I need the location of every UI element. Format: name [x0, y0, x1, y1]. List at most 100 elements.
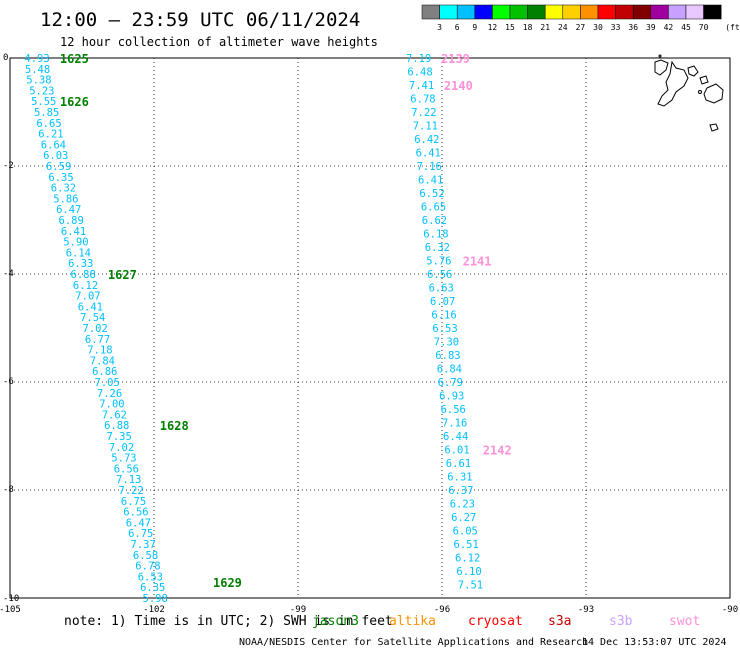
- swh-data-label: 5.85: [34, 107, 59, 119]
- pass-number-label: 2139: [441, 52, 470, 66]
- swh-data-label: 7.84: [90, 355, 115, 367]
- y-tick-label: -2: [3, 161, 14, 171]
- satellite-name-cryosat: cryosat: [468, 614, 523, 629]
- swh-data-label: 6.31: [447, 472, 472, 484]
- swh-data-label: 6.47: [126, 517, 151, 529]
- swh-data-label: 6.12: [73, 280, 98, 292]
- legend-tick-label: 42: [664, 23, 674, 32]
- swh-data-label: 6.18: [423, 229, 448, 241]
- chart-subtitle: 12 hour collection of altimeter wave hei…: [60, 35, 378, 49]
- swh-data-label: 7.00: [99, 399, 124, 411]
- swh-data-label: 5.90: [63, 237, 88, 249]
- chart-title: 12:00 – 23:59 UTC 06/11/2024: [40, 9, 360, 31]
- footer-credit: NOAA/NESDIS Center for Satellite Applica…: [239, 637, 588, 648]
- note-text: note: 1) Time is in UTC; 2) SWH is in fe…: [64, 614, 393, 629]
- legend-color-swatch: [580, 4, 599, 20]
- legend-tick-label: 15: [505, 23, 515, 32]
- swh-data-label: 5.76: [426, 256, 451, 268]
- swh-data-label: 7.51: [458, 580, 483, 592]
- swh-data-label: 6.41: [61, 226, 86, 238]
- galapagos-coastline: [654, 54, 724, 132]
- swh-data-label: 6.56: [441, 404, 466, 416]
- x-tick-label: -96: [434, 605, 450, 615]
- swh-data-label: 6.53: [138, 571, 163, 583]
- swh-data-label: 5.86: [53, 193, 78, 205]
- swh-data-label: 7.07: [75, 291, 100, 303]
- legend-unit-label: (ft): [725, 23, 740, 32]
- swh-data-label: 7.30: [434, 337, 459, 349]
- swh-data-label: 6.56: [123, 507, 148, 519]
- swh-data-label: 6.01: [444, 445, 469, 457]
- swh-data-label: 7.22: [119, 485, 144, 497]
- swh-data-label: 7.11: [413, 121, 438, 133]
- pass-number-label: 1625: [60, 52, 89, 66]
- swh-data-points: 4.935.485.385.235.555.856.656.216.646.03…: [24, 53, 483, 605]
- swh-data-label: 6.42: [414, 134, 439, 146]
- swh-data-label: 6.47: [56, 204, 81, 216]
- swh-data-label: 6.88: [71, 269, 96, 281]
- grid-lines: [10, 58, 730, 598]
- swh-data-label: 7.02: [109, 442, 134, 454]
- legend-color-swatch: [632, 4, 652, 20]
- legend-color-swatch: [456, 4, 476, 20]
- x-tick-label: -90: [722, 605, 738, 615]
- pass-number-labels: 1625 1626 1627 1628 1629 2139 2140 2141 2142: [60, 52, 512, 590]
- legend-tick-label: 45: [681, 23, 691, 32]
- pass-number-label: 2140: [444, 79, 473, 93]
- legend-color-swatch: [544, 4, 564, 20]
- legend-tick-label: 33: [611, 23, 621, 32]
- swh-data-label: 6.93: [439, 391, 464, 403]
- plot-frame: [9, 57, 731, 599]
- x-tick-label: -93: [578, 605, 594, 615]
- legend-tick-label: 9: [472, 23, 477, 32]
- satellite-legend: jason3 altika cryosat s3a s3b swot: [312, 614, 700, 629]
- swh-data-label: 6.79: [438, 377, 463, 389]
- swh-data-label: 6.33: [68, 258, 93, 270]
- swh-data-label: 7.22: [411, 107, 436, 119]
- swh-data-label: 6.14: [66, 247, 91, 259]
- swh-data-label: 6.65: [421, 202, 446, 214]
- legend-tick-label: 39: [646, 23, 656, 32]
- footer-timestamp: 14 Dec 13:53:07 UTC 2024: [582, 637, 727, 648]
- y-tick-label: 0: [3, 53, 8, 63]
- legend-color-swatch: [597, 4, 616, 20]
- swh-data-label: 7.19: [406, 53, 431, 65]
- legend-tick-label: 27: [576, 23, 586, 32]
- swh-data-label: 6.83: [435, 350, 460, 362]
- swh-data-label: 4.93: [24, 53, 49, 65]
- swh-data-label: 6.78: [135, 561, 160, 573]
- swh-data-label: 6.77: [85, 334, 110, 346]
- swh-data-label: 6.51: [454, 539, 479, 551]
- legend-color-swatch: [509, 4, 528, 20]
- swh-data-label: 6.21: [38, 129, 63, 141]
- legend-color-swatch: [685, 4, 704, 20]
- legend-color-swatch: [650, 4, 669, 20]
- note-line: note: 1) Time is in UTC; 2) SWH is in fe…: [64, 614, 393, 629]
- swh-data-label: 7.13: [116, 474, 141, 486]
- swh-data-label: 5.55: [31, 96, 56, 108]
- swh-data-label: 6.56: [114, 463, 139, 475]
- swh-data-label: 7.35: [107, 431, 132, 443]
- swh-data-label: 7.18: [87, 345, 112, 357]
- swh-data-label: 6.44: [443, 431, 468, 443]
- swh-data-label: 6.86: [92, 366, 117, 378]
- swh-data-label: 6.35: [140, 582, 165, 594]
- swh-data-label: 7.62: [102, 409, 127, 421]
- swh-data-label: 6.41: [418, 175, 443, 187]
- swh-data-label: 6.89: [59, 215, 84, 227]
- pass-number-label: 2142: [483, 444, 512, 458]
- swh-data-label: 6.62: [422, 215, 447, 227]
- swh-data-label: 7.41: [409, 80, 434, 92]
- legend-color-swatch: [474, 4, 493, 20]
- axis-tick-labels: -105 -102 -99 -96 -93 -90 0 -2 -4 -6 -8 -10: [0, 53, 738, 615]
- swh-data-label: 6.12: [455, 553, 480, 565]
- y-tick-label: -4: [3, 269, 14, 279]
- legend-tick-label: 30: [593, 23, 603, 32]
- satellite-name-altika: altika: [389, 614, 436, 629]
- swh-data-label: 6.65: [36, 118, 61, 130]
- legend-color-swatch: [439, 4, 458, 20]
- swh-data-label: 6.75: [121, 496, 146, 508]
- pass-number-label: 1628: [160, 419, 189, 433]
